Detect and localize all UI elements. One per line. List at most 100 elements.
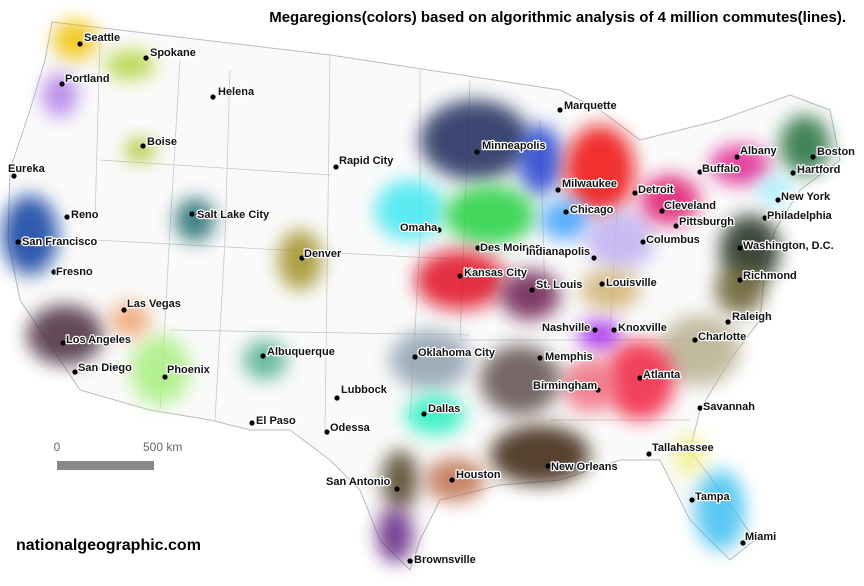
city-label: San Diego bbox=[78, 362, 132, 374]
city-dot bbox=[421, 411, 427, 417]
city-label: St. Louis bbox=[536, 279, 582, 291]
city-dot bbox=[140, 143, 146, 149]
city-label: Houston bbox=[456, 469, 501, 481]
city-label: Buffalo bbox=[702, 163, 740, 175]
city-label: Milwaukee bbox=[562, 178, 617, 190]
city-dot bbox=[790, 170, 796, 176]
city-label: Las Vegas bbox=[127, 298, 181, 310]
city-label: Denver bbox=[304, 248, 342, 260]
city-dot bbox=[77, 41, 83, 47]
city-dot bbox=[692, 337, 698, 343]
city-label: Boston bbox=[817, 146, 855, 158]
city-dot bbox=[529, 287, 535, 293]
city-label: Albany bbox=[740, 145, 778, 157]
city-label: Detroit bbox=[638, 184, 674, 196]
city-dot bbox=[407, 558, 413, 564]
city-label: Spokane bbox=[150, 47, 196, 59]
city-label: Raleigh bbox=[732, 311, 772, 323]
city-dot bbox=[673, 223, 679, 229]
city-dot bbox=[762, 215, 768, 221]
city-dot bbox=[689, 497, 695, 503]
city-label: Louisville bbox=[606, 277, 657, 289]
city-label: Nashville bbox=[542, 322, 590, 334]
city-label: San Antonio bbox=[326, 476, 391, 488]
city-dot bbox=[15, 239, 21, 245]
city-label: New Orleans bbox=[551, 461, 618, 473]
city-label: Los Angeles bbox=[66, 334, 131, 346]
city-dot bbox=[412, 354, 418, 360]
city-dot bbox=[810, 154, 816, 160]
city-label: Richmond bbox=[743, 270, 797, 282]
city-dot bbox=[162, 374, 168, 380]
city-label: Minneapolis bbox=[482, 140, 546, 152]
city-dot bbox=[555, 187, 561, 193]
city-dot bbox=[59, 81, 65, 87]
city-dot bbox=[436, 227, 442, 233]
city-label: Pittsburgh bbox=[679, 216, 734, 228]
city-label: Atlanta bbox=[643, 369, 681, 381]
city-dot bbox=[737, 245, 743, 251]
city-dot bbox=[557, 107, 563, 113]
city-label: Phoenix bbox=[167, 364, 211, 376]
city-dot bbox=[725, 319, 731, 325]
city-dot bbox=[599, 281, 605, 287]
city-dot bbox=[545, 463, 551, 469]
city-label: Rapid City bbox=[339, 155, 394, 167]
city-label: Lubbock bbox=[341, 384, 388, 396]
city-label: Memphis bbox=[545, 351, 593, 363]
city-label: San Francisco bbox=[22, 236, 97, 248]
scale-label: 500 km bbox=[143, 440, 182, 454]
city-dot bbox=[64, 214, 70, 220]
city-label: Hartford bbox=[797, 164, 840, 176]
city-label: Chicago bbox=[570, 204, 614, 216]
city-dot bbox=[637, 375, 643, 381]
city-dot bbox=[333, 164, 339, 170]
city-label: Cleveland bbox=[664, 200, 716, 212]
city-dot bbox=[697, 405, 703, 411]
city-label: Salt Lake City bbox=[197, 209, 270, 221]
city-label: Des Moines bbox=[480, 242, 541, 254]
city-dot bbox=[334, 395, 340, 401]
city-label: Seattle bbox=[84, 32, 120, 44]
city-label: Columbus bbox=[646, 234, 700, 246]
city-label: Kansas City bbox=[464, 267, 528, 279]
city-dot bbox=[60, 340, 66, 346]
city-label: Knoxville bbox=[618, 322, 667, 334]
city-label: Brownsville bbox=[414, 554, 476, 566]
city-dot bbox=[143, 55, 149, 61]
city-label: Philadelphia bbox=[767, 210, 833, 222]
city-label: Boise bbox=[147, 136, 177, 148]
city-dot bbox=[632, 190, 638, 196]
city-dot bbox=[72, 369, 78, 375]
city-label: Odessa bbox=[330, 422, 371, 434]
map-title: Megaregions(colors) based on algorithmic… bbox=[269, 9, 846, 26]
city-label: Indianapolis bbox=[526, 246, 590, 258]
city-dot bbox=[563, 209, 569, 215]
city-label: El Paso bbox=[256, 415, 296, 427]
city-dot bbox=[734, 154, 740, 160]
city-label: Albuquerque bbox=[267, 346, 335, 358]
city-dot bbox=[457, 273, 463, 279]
city-dot bbox=[475, 245, 481, 251]
city-dot bbox=[592, 327, 598, 333]
city-label: Tampa bbox=[695, 491, 731, 503]
city-dot bbox=[737, 277, 743, 283]
city-dot bbox=[697, 169, 703, 175]
city-label: Tallahassee bbox=[652, 442, 714, 454]
city-dot bbox=[249, 420, 255, 426]
city-label: Omaha bbox=[400, 222, 438, 234]
city-dot bbox=[659, 208, 665, 214]
city-dot bbox=[775, 197, 781, 203]
city-dot bbox=[474, 149, 480, 155]
city-dot bbox=[121, 307, 127, 313]
city-dot bbox=[611, 327, 617, 333]
megaregion-blobs bbox=[2, 20, 830, 563]
city-dot bbox=[591, 255, 597, 261]
city-label: Helena bbox=[218, 86, 255, 98]
city-dot bbox=[189, 211, 195, 217]
city-label: Birmingham bbox=[533, 380, 597, 392]
city-label: Portland bbox=[65, 73, 110, 85]
city-label: Dallas bbox=[428, 403, 460, 415]
city-label: Washington, D.C. bbox=[743, 240, 834, 252]
